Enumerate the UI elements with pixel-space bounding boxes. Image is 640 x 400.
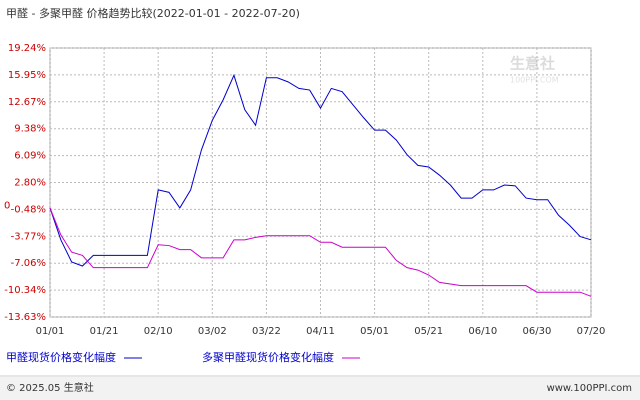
x-tick-label: 07/20 <box>577 326 606 337</box>
y-tick-label: 2.80% <box>14 178 46 189</box>
x-tick-label: 02/10 <box>144 326 173 337</box>
footer-right: www.100PPI.com <box>547 383 632 394</box>
y-tick-label: 6.09% <box>14 151 46 162</box>
footer-bar <box>0 377 640 400</box>
y-tick-label: 12.67% <box>8 97 46 108</box>
legend-label: 多聚甲醛现货价格变化幅度 <box>202 350 334 364</box>
y-tick-label: -10.34% <box>4 285 46 296</box>
y-tick-label: 15.95% <box>8 70 46 81</box>
x-tick-label: 05/21 <box>414 326 443 337</box>
series-line <box>49 73 592 267</box>
y-tick-label: -0.48% <box>11 204 46 215</box>
x-tick-label: 01/21 <box>90 326 119 337</box>
y-tick-label: 19.24% <box>8 43 46 54</box>
watermark-text: 100PPI.COM <box>510 76 559 85</box>
y-tick-label: -3.77% <box>11 231 46 242</box>
x-tick-label: 06/10 <box>468 326 497 337</box>
x-tick-label: 03/02 <box>198 326 227 337</box>
x-tick-label: 06/30 <box>522 326 551 337</box>
y-tick-label: 9.38% <box>14 124 46 135</box>
x-tick-label: 04/11 <box>306 326 335 337</box>
footer-left: © 2025.05 生意社 <box>6 381 94 394</box>
watermark-text: 生意社 <box>510 55 555 73</box>
y-tick-label: -7.06% <box>11 258 46 269</box>
chart-title: 甲醛 - 多聚甲醛 价格趋势比较(2022-01-01 - 2022-07-20… <box>6 6 300 20</box>
legend-label: 甲醛现货价格变化幅度 <box>6 350 116 364</box>
zero-label: 0 <box>4 200 10 211</box>
x-tick-label: 03/22 <box>252 326 281 337</box>
x-tick-label: 01/01 <box>36 326 65 337</box>
watermark: 生意社 100PPI.COM <box>510 55 559 85</box>
y-tick-label: -13.63% <box>4 312 46 323</box>
series-line <box>49 207 592 297</box>
x-tick-label: 05/01 <box>360 326 389 337</box>
